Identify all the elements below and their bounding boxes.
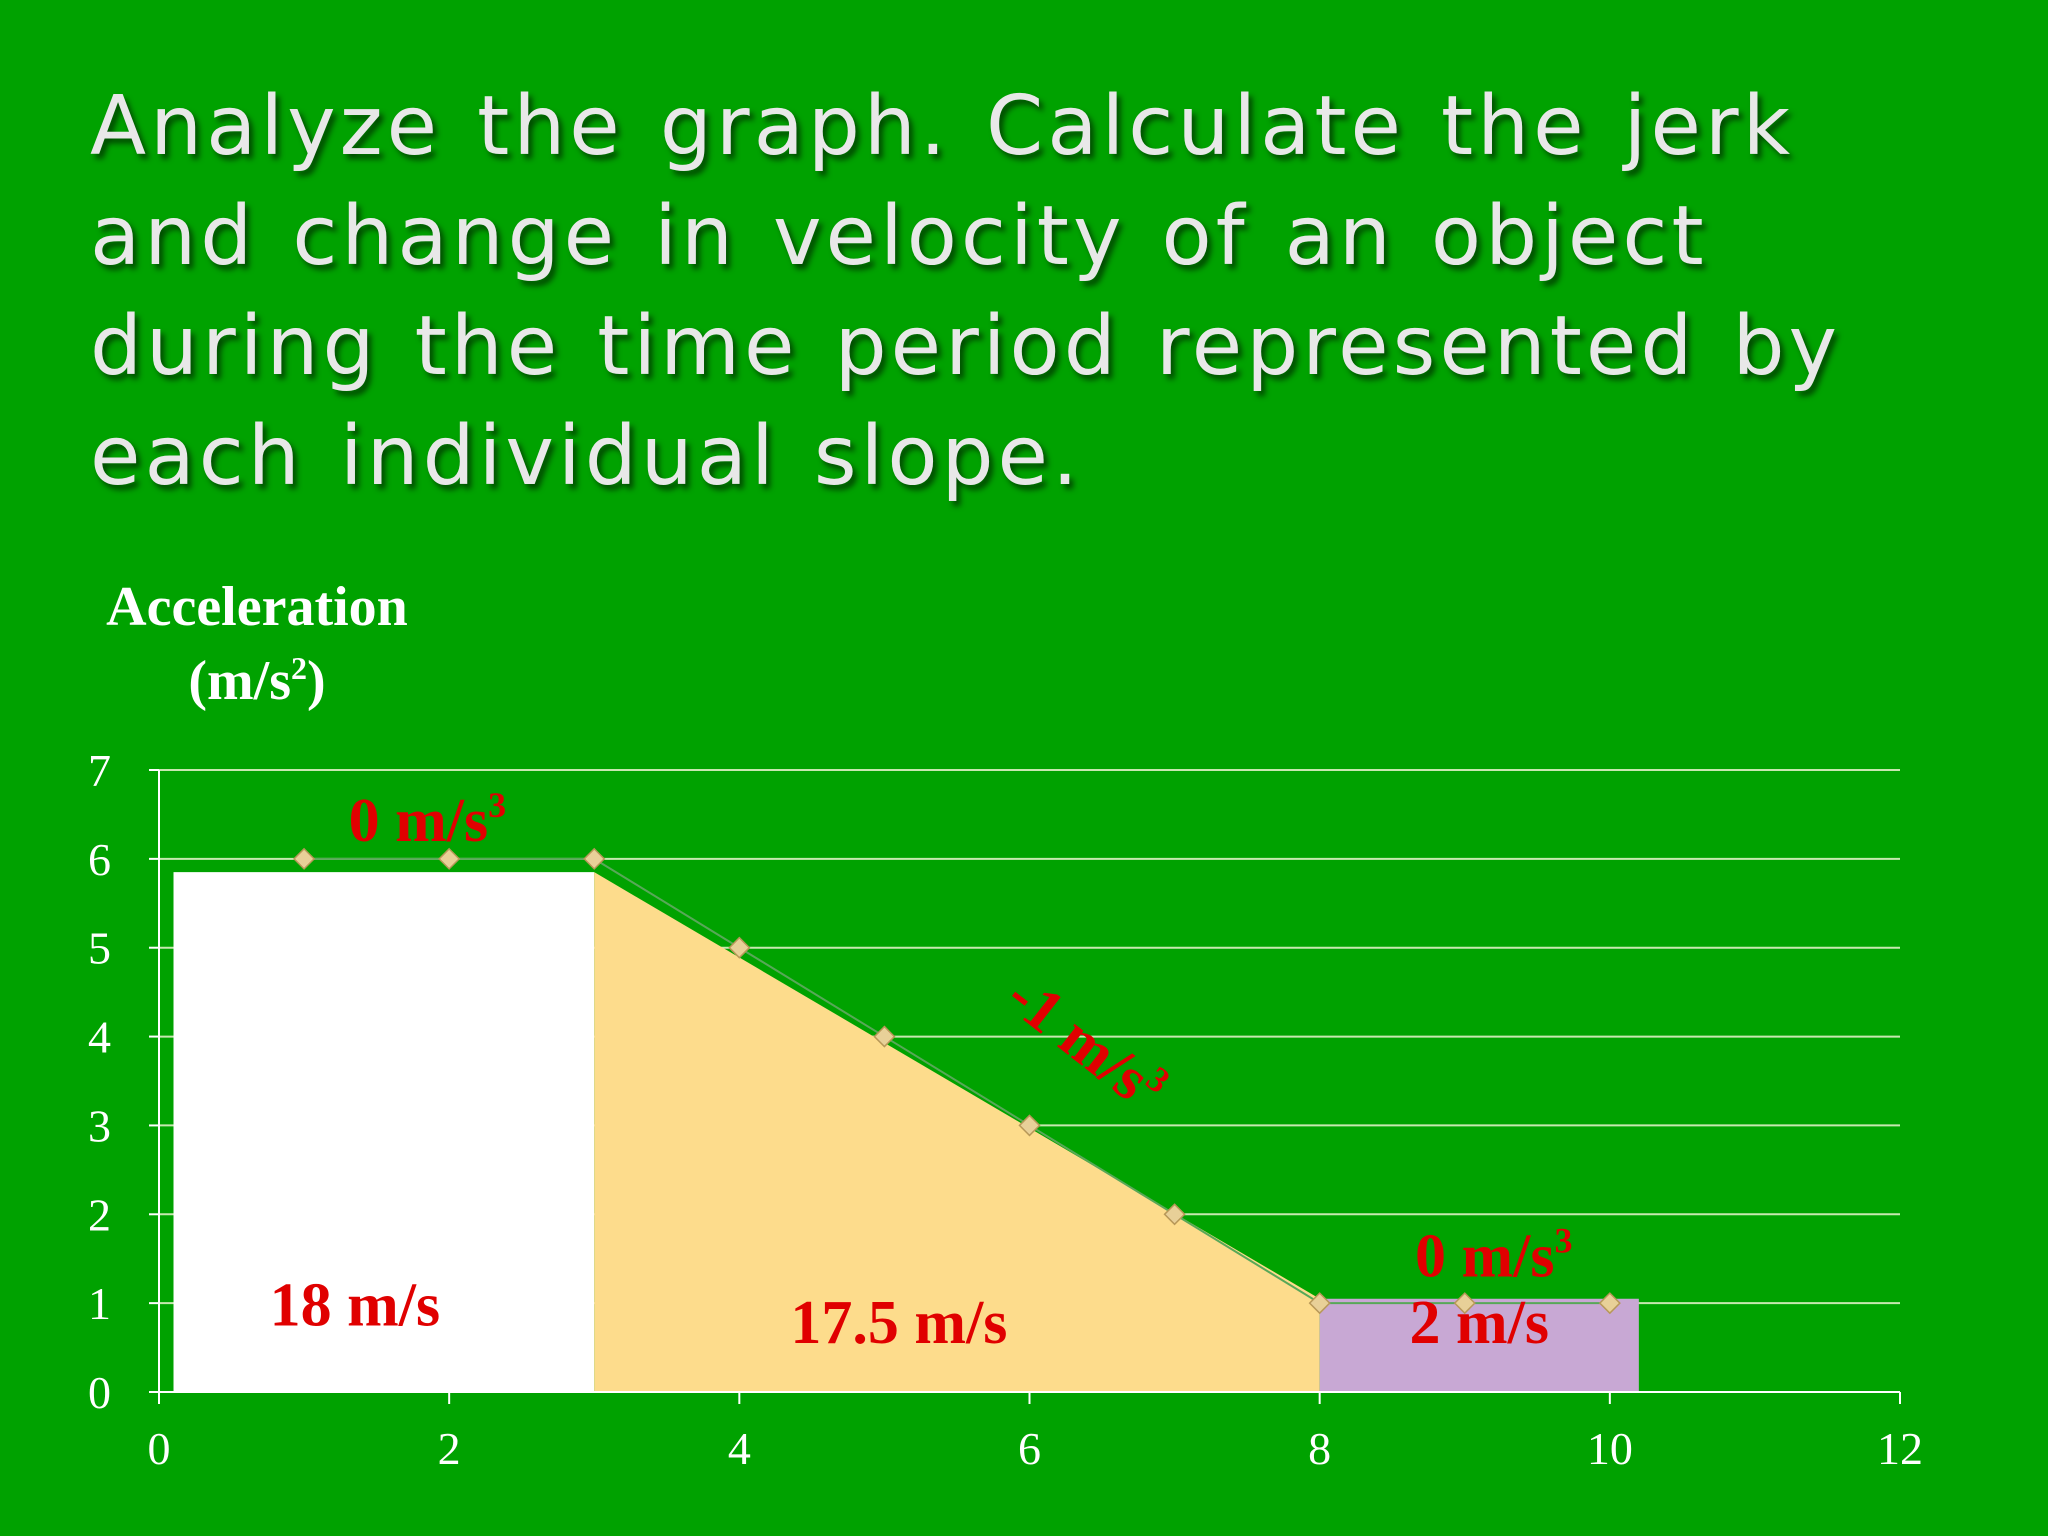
y-tick-label-5: 5	[88, 923, 111, 974]
area-label-2: 2 m/s	[1410, 1289, 1550, 1357]
data-point-1	[293, 847, 316, 870]
x-tick-label-8: 8	[1308, 1423, 1331, 1474]
region-2	[1319, 1298, 1639, 1392]
area-label-0: 18 m/s	[270, 1271, 441, 1339]
y-tick-label-7: 7	[88, 745, 111, 796]
x-tick-label-12: 12	[1877, 1423, 1923, 1474]
y-tick-label-0: 0	[88, 1367, 111, 1418]
series-line-0	[304, 857, 1610, 1305]
area-label-1: 17.5 m/s	[790, 1289, 1007, 1357]
jerk-label-1: -1 m/s3	[994, 960, 1177, 1125]
data-point-8	[1308, 1292, 1331, 1315]
data-point-10	[1598, 1292, 1621, 1315]
data-point-4	[728, 936, 751, 959]
data-point-9	[1453, 1292, 1476, 1315]
x-tick-label-6: 6	[1018, 1423, 1041, 1474]
data-series	[293, 847, 1621, 1315]
x-tick-label-10: 10	[1587, 1423, 1633, 1474]
jerk-label-0: 0 m/s3	[349, 785, 507, 855]
x-tick-label-2: 2	[438, 1423, 461, 1474]
y-axis-title: Acceleration (m/s2)	[82, 570, 432, 718]
x-tick-label-0: 0	[148, 1423, 171, 1474]
y-tick-label-6: 6	[88, 834, 111, 885]
data-point-6	[1018, 1114, 1041, 1137]
y-tick-label-3: 3	[88, 1100, 111, 1151]
slide-title: Analyze the graph. Calculate the jerk an…	[90, 79, 1842, 504]
y-tick-label-4: 4	[88, 1012, 111, 1063]
y-axis-label: Acceleration	[106, 576, 408, 638]
region-0	[173, 872, 595, 1392]
data-point-2	[438, 847, 461, 870]
area-regions	[173, 872, 1639, 1392]
y-tick-label-1: 1	[88, 1278, 111, 1329]
y-tick-label-2: 2	[88, 1189, 111, 1240]
data-point-7	[1163, 1203, 1186, 1226]
jerk-label-2: 0 m/s3	[1415, 1220, 1573, 1290]
data-point-3	[583, 847, 606, 870]
region-1	[594, 872, 1320, 1392]
y-axis-unit: (m/s2)	[188, 650, 326, 712]
data-point-5	[873, 1025, 896, 1048]
x-tick-label-4: 4	[728, 1423, 751, 1474]
